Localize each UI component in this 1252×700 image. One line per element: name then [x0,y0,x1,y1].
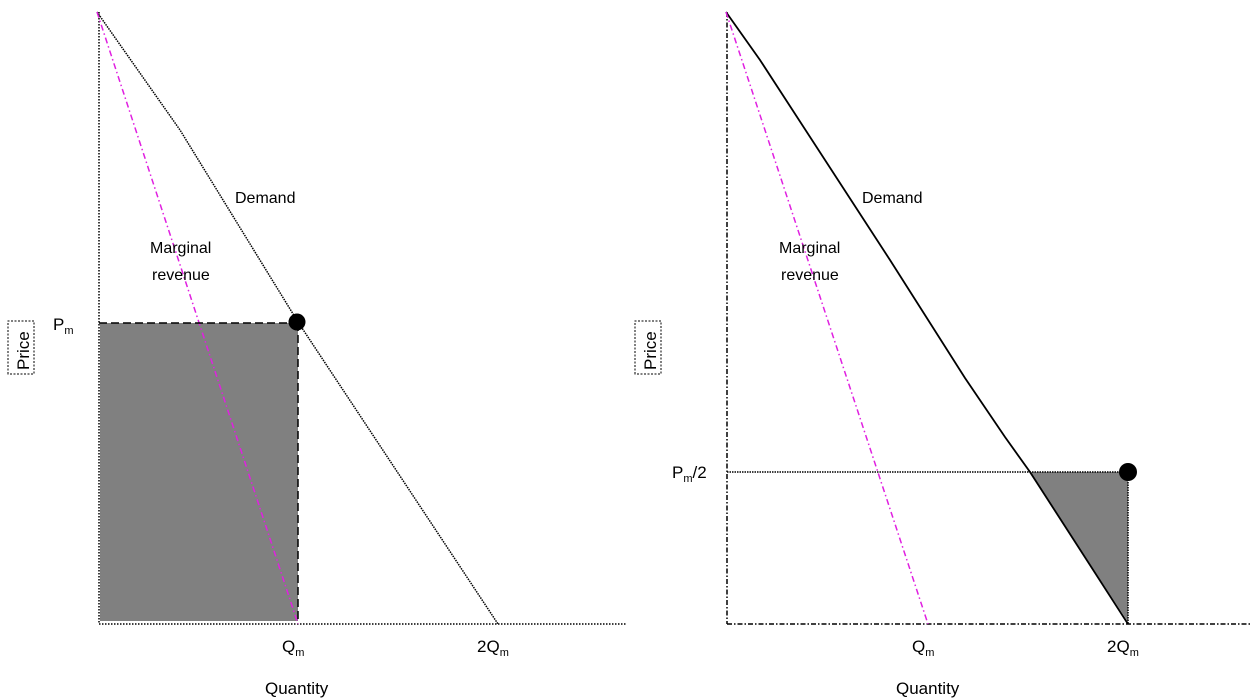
left-equilibrium-point [288,313,306,331]
right-marginal-revenue-line [725,11,929,625]
left-marginal-revenue-line [96,11,299,625]
right-x-tick-2qm: 2Qm [1107,637,1139,659]
right-price-tick-label: Pm/2 [672,463,707,485]
left-mr-label-line1: Marginal [150,240,211,257]
right-demand-label: Demand [862,190,922,207]
svg-text:Price: Price [641,331,660,370]
right-panel: Demand Marginal revenue Pm/2 Qm 2Qm Quan… [634,11,1250,698]
left-x-tick-qm: Qm [282,637,304,659]
left-revenue-area [100,323,298,621]
left-x-axis-title: Quantity [265,679,329,698]
left-x-tick-2qm: 2Qm [477,637,509,659]
left-price-tick-label: Pm [53,315,74,337]
svg-text:Price: Price [14,331,33,370]
left-mr-label-line2: revenue [152,267,210,284]
left-demand-label: Demand [235,190,295,207]
right-demand-line [725,11,1129,625]
right-y-axis-title: Price [634,320,662,375]
left-panel: Demand Marginal revenue Pm Qm 2Qm Quanti… [7,11,627,698]
right-x-axis-title: Quantity [896,679,960,698]
right-x-tick-qm: Qm [912,637,934,659]
right-mr-label-line2: revenue [781,267,839,284]
left-demand-line [96,11,499,625]
left-y-axis-title: Price [7,320,35,375]
right-equilibrium-point [1119,463,1137,481]
right-mr-label-line1: Marginal [779,240,840,257]
